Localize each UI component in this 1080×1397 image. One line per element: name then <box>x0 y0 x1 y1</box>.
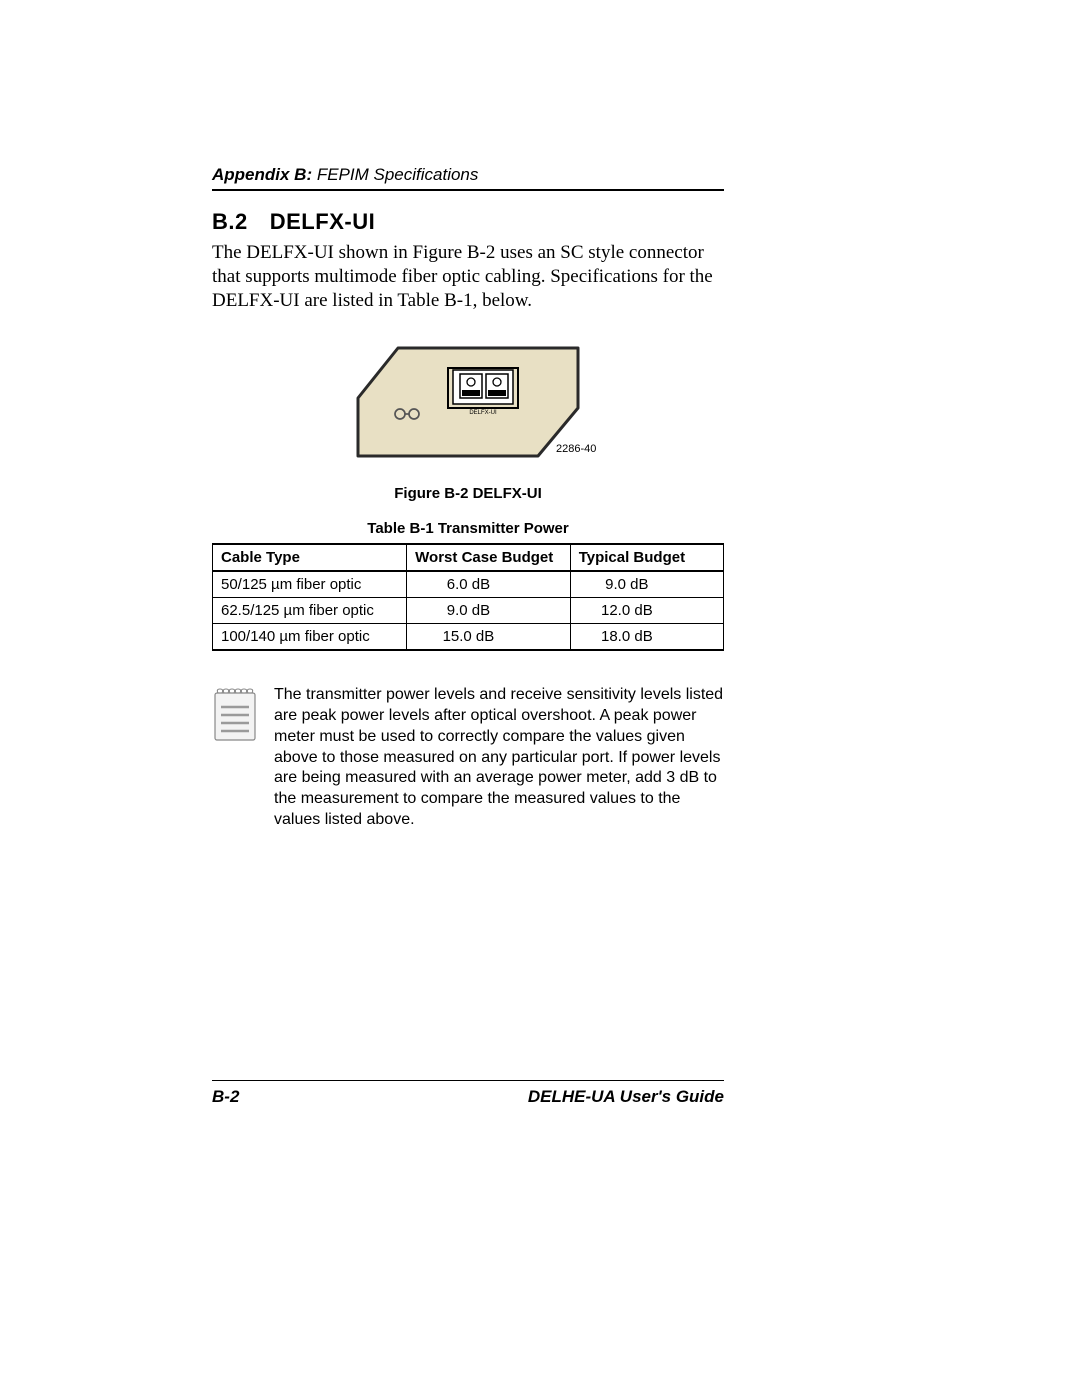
figure-ref-number: 2286-40 <box>556 443 596 455</box>
note-block: The transmitter power levels and receive… <box>212 685 724 831</box>
table-header: Worst Case Budget <box>407 544 571 571</box>
appendix-label: Appendix B: <box>212 165 312 184</box>
table-row: 62.5/125 µm fiber optic 9.0 dB 12.0 dB <box>213 598 724 624</box>
section-number: B.2 <box>212 209 248 235</box>
section-paragraph: The DELFX-UI shown in Figure B-2 uses an… <box>212 241 724 312</box>
appendix-title: FEPIM Specifications <box>312 165 478 184</box>
table-cell: 15.0 dB <box>407 624 571 651</box>
section-heading: B.2 DELFX-UI <box>212 209 724 235</box>
table-row: 100/140 µm fiber optic 15.0 dB 18.0 dB <box>213 624 724 651</box>
page-number: B-2 <box>212 1087 239 1107</box>
transmitter-power-table: Cable Type Worst Case Budget Typical Bud… <box>212 543 724 651</box>
running-header: Appendix B: FEPIM Specifications <box>212 165 724 191</box>
table-cell: 100/140 µm fiber optic <box>213 624 407 651</box>
delfx-ui-figure: DELFX-UI 2286-40 <box>338 338 598 468</box>
figure-caption: Figure B-2 DELFX-UI <box>212 485 724 502</box>
table-cell: 18.0 dB <box>570 624 723 651</box>
page-footer: B-2 DELHE-UA User's Guide <box>212 1080 724 1107</box>
table-cell: 50/125 µm fiber optic <box>213 571 407 598</box>
doc-title: DELHE-UA User's Guide <box>528 1087 724 1107</box>
notepad-icon <box>212 685 258 743</box>
figure-inner-label: DELFX-UI <box>469 410 497 416</box>
table-caption: Table B-1 Transmitter Power <box>212 520 724 537</box>
table-cell: 6.0 dB <box>407 571 571 598</box>
table-header: Cable Type <box>213 544 407 571</box>
table-cell: 9.0 dB <box>570 571 723 598</box>
table-header-row: Cable Type Worst Case Budget Typical Bud… <box>213 544 724 571</box>
table-cell: 9.0 dB <box>407 598 571 624</box>
figure-wrap: DELFX-UI 2286-40 Figure B-2 DELFX-UI <box>212 338 724 502</box>
table-cell: 12.0 dB <box>570 598 723 624</box>
note-text: The transmitter power levels and receive… <box>274 685 724 831</box>
section-title: DELFX-UI <box>270 209 375 234</box>
table-row: 50/125 µm fiber optic 6.0 dB 9.0 dB <box>213 571 724 598</box>
table-header: Typical Budget <box>570 544 723 571</box>
table-cell: 62.5/125 µm fiber optic <box>213 598 407 624</box>
